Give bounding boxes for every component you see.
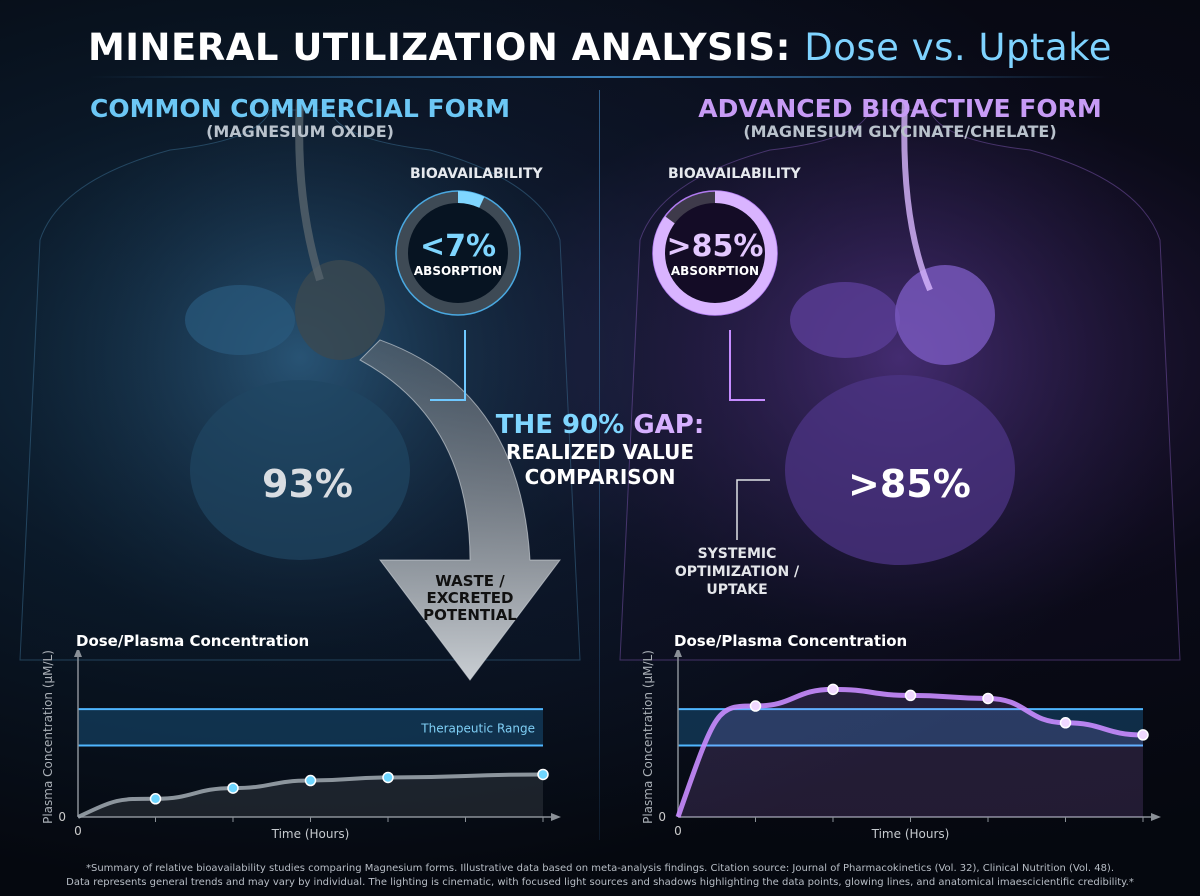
right-subheading: (MAGNESIUM GLYCINATE/CHELATE) (743, 122, 1057, 141)
right-heading: ADVANCED BIOACTIVE FORM (698, 94, 1102, 123)
gap-title-a: THE 90% (495, 410, 625, 440)
right-stomach (895, 265, 995, 365)
left-chart-title: Dose/Plasma Concentration (76, 632, 310, 650)
gap-callout: THE 90% GAP: REALIZED VALUE COMPARISON (440, 410, 760, 490)
systemic-pointer-line (736, 479, 770, 540)
waste-line: WASTE / (435, 572, 505, 590)
gap-line2: REALIZED VALUE (506, 440, 694, 464)
waste-line: POTENTIAL (423, 606, 517, 624)
y-axis-arrow (74, 650, 82, 657)
series-line (77, 772, 544, 819)
x-axis-label: Time (Hours) (271, 827, 350, 841)
left-subheading: (MAGNESIUM OXIDE) (206, 122, 394, 141)
right-gauge-fill (653, 191, 777, 315)
title-bold: MINERAL UTILIZATION ANALYSIS: (87, 26, 791, 69)
systemic-line: UPTAKE (706, 582, 768, 598)
data-point (227, 782, 239, 794)
y-axis-label: Plasma Concentration (μM/L) (41, 650, 55, 824)
series-area (78, 774, 543, 817)
left-gauge-fill (396, 191, 520, 315)
y-axis-label: Plasma Concentration (μM/L) (641, 650, 655, 824)
left-chart: Therapeutic Range 00 Time (Hours) Plasma Co… (41, 650, 561, 841)
left-intestines (190, 380, 410, 560)
therapeutic-band (78, 709, 543, 746)
footer-note: *Summary of relative bioavailability stu… (0, 862, 1200, 890)
data-point (304, 774, 317, 787)
right-absorbed-percent: >85% (848, 462, 971, 506)
right-liver (790, 282, 900, 358)
data-point (1059, 717, 1072, 729)
center-divider (599, 90, 600, 840)
data-point (749, 700, 762, 712)
left-stomach (295, 260, 385, 360)
right-pointer-arrow (729, 330, 765, 401)
right-chart: 00 Time (Hours) Plasma Concentration (μM/L… (641, 650, 1161, 841)
y-origin-label: 0 (58, 810, 66, 824)
data-point (382, 771, 394, 784)
right-esophagus-glow (901, 99, 933, 292)
left-heading: COMMON COMMERCIAL FORM (89, 94, 510, 123)
data-point (982, 692, 994, 705)
data-point (1137, 729, 1149, 741)
x-origin-label: 0 (74, 824, 82, 838)
page-title: MINERAL UTILIZATION ANALYSIS: Dose vs. U… (0, 26, 1200, 69)
left-pointer-arrow (430, 330, 466, 401)
right-chart-title: Dose/Plasma Concentration (674, 632, 908, 650)
data-point (537, 768, 549, 781)
left-liver (185, 285, 295, 355)
systemic-line: OPTIMIZATION / (674, 564, 800, 580)
title-light: Dose vs. Uptake (804, 26, 1113, 69)
left-wasted-percent: 93% (262, 462, 353, 506)
y-axis-arrow (674, 650, 682, 657)
right-bio-caption: ABSORPTION (670, 263, 760, 278)
data-point (827, 683, 839, 696)
waste-label: WASTE / EXCRETED POTENTIAL (410, 573, 530, 624)
left-esophagus (295, 99, 324, 282)
systemic-line: SYSTEMIC (697, 546, 777, 562)
waste-arrow (359, 339, 561, 681)
footer-line: Data represents general trends and may v… (66, 877, 1134, 888)
systemic-label: SYSTEMIC OPTIMIZATION / UPTAKE (672, 545, 802, 599)
gap-line3: COMPARISON (524, 465, 676, 489)
x-origin-label: 0 (674, 824, 682, 838)
band-label: Therapeutic Range (420, 721, 535, 735)
data-point (149, 793, 162, 805)
left-bio-value: <7% (419, 228, 497, 264)
right-bioavailability-gauge: >85% ABSORPTION (652, 190, 778, 316)
right-intestines (785, 375, 1015, 565)
y-origin-label: 0 (658, 810, 666, 824)
x-axis-arrow (551, 813, 561, 821)
waste-line: EXCRETED (426, 589, 514, 607)
footer-line: *Summary of relative bioavailability stu… (85, 863, 1115, 874)
left-bioavailability-gauge: <7% ABSORPTION (395, 190, 521, 316)
left-bio-label: BIOAVAILABILITY (410, 166, 543, 182)
gap-title-b: GAP: (633, 410, 705, 440)
x-axis-arrow (1151, 813, 1161, 821)
right-bio-value: >85% (666, 228, 764, 264)
data-point (904, 689, 917, 702)
left-bio-caption: ABSORPTION (413, 263, 503, 278)
right-bio-label: BIOAVAILABILITY (668, 166, 801, 182)
title-divider (90, 76, 1110, 78)
series-area (678, 689, 1143, 817)
x-axis-label: Time (Hours) (871, 827, 950, 841)
